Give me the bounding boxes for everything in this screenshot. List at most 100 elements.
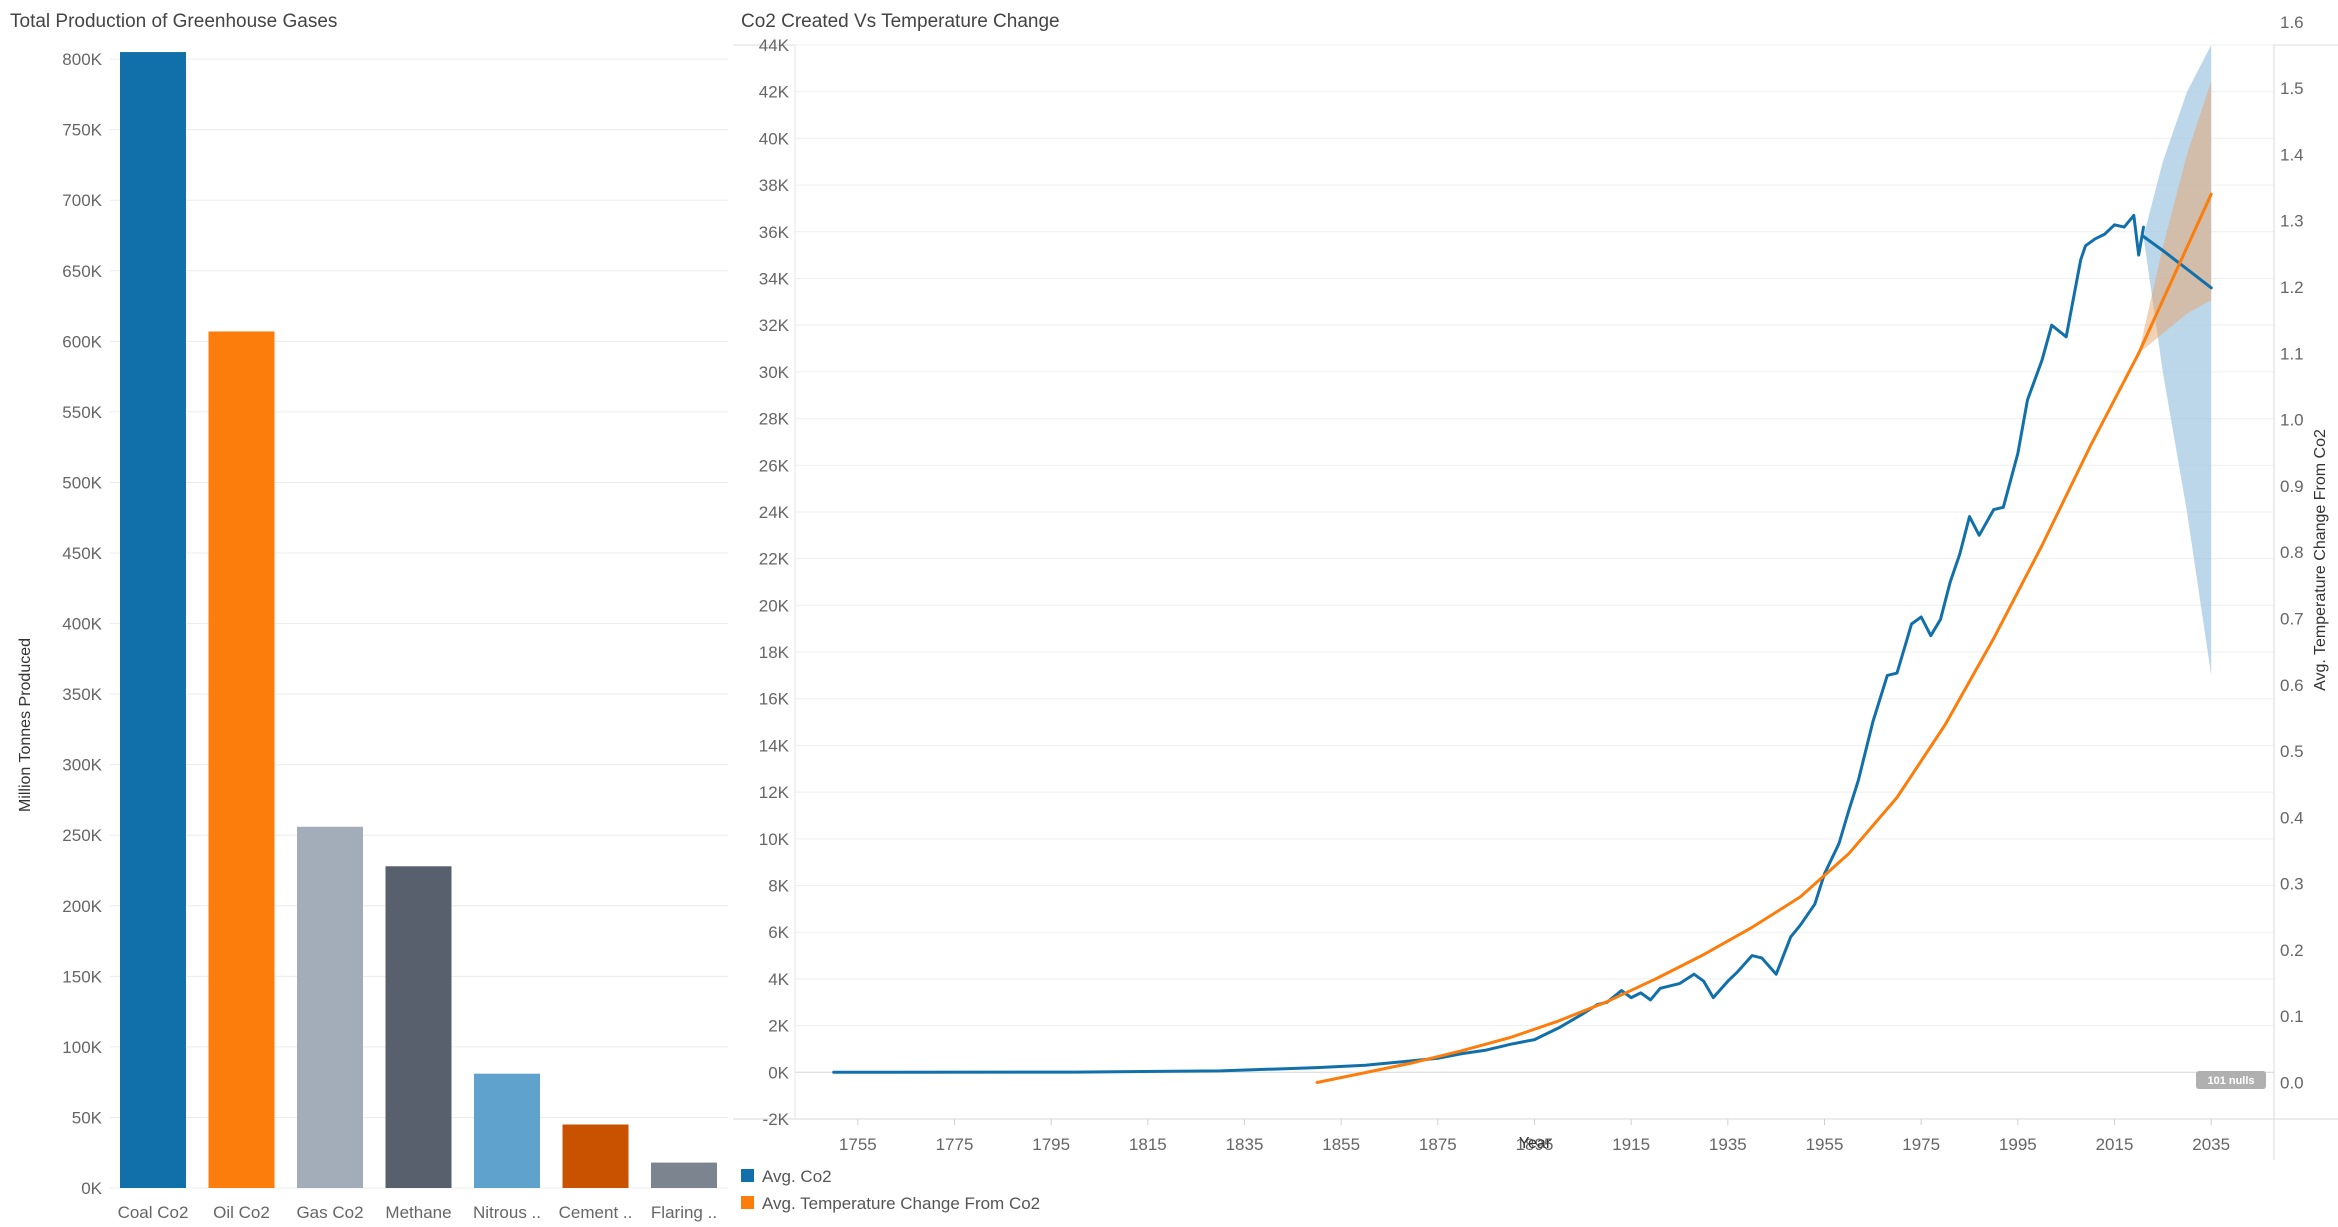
nulls-badge-background [2196,1071,2266,1089]
line-chart-title: Co2 Created Vs Temperature Change [741,11,1060,32]
line-right-y-tick-label: 0.2 [2280,941,2304,960]
line-left-y-tick-label: 28K [759,410,790,429]
line-left-y-tick-label: 40K [759,129,790,148]
bar-y-tick-label: 300K [62,756,102,775]
line-x-tick-label: 2015 [2096,1135,2134,1154]
line-left-y-tick-label: 44K [759,36,790,55]
line-left-y-tick-label: 20K [759,596,790,615]
nulls-badge[interactable]: 101 nulls [2196,1071,2266,1089]
line-right-y-tick-label: 0.9 [2280,477,2304,496]
line-chart-right-y-ticks: 0.0 0.1 0.2 0.3 0.4 0.5 0.6 0.7 0.8 0.9 1.0 1.1 1.2 1… [2280,13,2304,1093]
line-chart-right-axis-title: Avg. Temperature Change From Co2 [2312,429,2329,691]
bar-y-tick-label: 650K [62,262,102,281]
line-chart-series [832,192,2213,1084]
bar-y-tick-label: 100K [62,1038,102,1057]
bar-y-tick-label: 600K [62,332,102,351]
bar-x-tick-label: Coal Co2 [118,1203,189,1222]
line-left-y-tick-label: 2K [768,1017,789,1036]
line-left-y-tick-label: 30K [759,363,790,382]
bar-chart-y-axis-title: Million Tonnes Produced [17,638,34,812]
bar-y-tick-label: 250K [62,826,102,845]
legend-swatch [741,1196,754,1209]
line-x-tick-label: 2035 [2192,1135,2230,1154]
line-chart-x-axis-title: Year [1519,1135,1552,1152]
line-x-tick-label: 1795 [1032,1135,1070,1154]
legend-item[interactable]: Avg. Temperature Change From Co2 [741,1194,1040,1213]
line-left-y-tick-label: 18K [759,643,790,662]
bar-nitrous [474,1073,540,1188]
line-right-y-tick-label: 1.3 [2280,212,2304,231]
line-right-y-tick-label: 0.3 [2280,875,2304,894]
line-left-y-tick-label: 12K [759,783,790,802]
line-left-y-tick-label: 26K [759,456,790,475]
bar-y-tick-label: 800K [62,50,102,69]
line-left-y-tick-label: 38K [759,176,790,195]
line-right-y-tick-label: 0.5 [2280,742,2304,761]
line-chart-x-ticks: 1755 1775 1795 1815 1835 1855 1875 1895 1915 1935… [839,1119,2230,1154]
line-left-y-tick-label: -2K [763,1110,790,1129]
line-left-y-tick-label: 22K [759,550,790,569]
bar-cement [562,1124,629,1188]
line-right-y-tick-label: 0.1 [2280,1007,2304,1026]
line-x-tick-label: 1995 [1999,1135,2037,1154]
line-left-y-tick-label: 24K [759,503,790,522]
line-right-y-tick-label: 1.5 [2280,79,2304,98]
line-chart-legend: Avg. Co2 Avg. Temperature Change From Co2 [741,1167,1040,1213]
avg-co2-line [832,213,2145,1074]
bar-chart: Total Production of Greenhouse Gases 0K 5… [10,11,728,1222]
line-right-y-tick-label: 1.4 [2280,145,2304,164]
line-x-tick-label: 1935 [1709,1135,1747,1154]
line-right-y-tick-label: 0.6 [2280,676,2304,695]
line-right-y-tick-label: 1.6 [2280,13,2304,32]
bar-x-tick-label: Gas Co2 [296,1203,363,1222]
line-chart: Co2 Created Vs Temperature Change -2K 0K 2… [733,11,2338,1213]
line-right-y-tick-label: 0.4 [2280,808,2304,827]
bar-x-tick-label: Oil Co2 [213,1203,270,1222]
bar-x-tick-label: Flaring .. [651,1203,717,1222]
line-left-y-tick-label: 34K [759,269,790,288]
bar-flaring [651,1162,717,1188]
legend-item[interactable]: Avg. Co2 [741,1167,832,1186]
bar-oil-co2 [208,331,275,1188]
line-right-y-tick-label: 0.0 [2280,1074,2304,1093]
forecast-bands [2138,45,2212,676]
line-left-y-tick-label: 10K [759,830,790,849]
line-right-y-tick-label: 0.8 [2280,543,2304,562]
bar-coal-co2 [120,52,186,1189]
bar-chart-x-ticks: Coal Co2 Oil Co2 Gas Co2 Methane Nitrous .. C… [118,1203,718,1222]
bar-y-tick-label: 550K [62,403,102,422]
bar-y-tick-label: 450K [62,544,102,563]
bar-y-tick-label: 50K [72,1108,103,1127]
legend-swatch [741,1169,754,1182]
bar-gas-co2 [297,826,363,1188]
line-right-y-tick-label: 0.7 [2280,609,2304,628]
line-x-tick-label: 1875 [1419,1135,1457,1154]
avg-temperature-change-from-co2-forecast-band [2138,81,2212,354]
line-right-y-tick-label: 1.0 [2280,411,2304,430]
line-x-tick-label: 1755 [839,1135,877,1154]
line-x-tick-label: 1955 [1806,1135,1844,1154]
line-x-tick-label: 1975 [1902,1135,1940,1154]
bar-y-tick-label: 700K [62,191,102,210]
bar-methane [385,866,452,1188]
bar-y-tick-label: 750K [62,121,102,140]
line-right-y-tick-label: 1.2 [2280,278,2304,297]
avg-temperature-change-from-co2-forecast-line [2137,192,2213,355]
bar-y-tick-label: 150K [62,967,102,986]
line-x-tick-label: 1855 [1322,1135,1360,1154]
avg-co2-forecast-line [2142,235,2213,290]
bar-chart-bars [120,52,717,1189]
legend-label: Avg. Temperature Change From Co2 [762,1194,1040,1213]
bar-chart-title: Total Production of Greenhouse Gases [10,11,337,32]
bar-y-tick-label: 350K [62,685,102,704]
bar-x-tick-label: Methane [385,1203,451,1222]
line-chart-left-y-ticks: -2K 0K 2K 4K 6K 8K 10K 12K 14K 16K 18K 20K 22K 24K 26K… [759,36,790,1129]
line-x-tick-label: 1775 [936,1135,974,1154]
line-left-y-tick-label: 16K [759,690,790,709]
avg-temperature-change-from-co2-line [1315,351,2141,1084]
line-left-y-tick-label: 6K [768,923,789,942]
bar-x-tick-label: Nitrous .. [473,1203,541,1222]
line-x-tick-label: 1815 [1129,1135,1167,1154]
line-x-tick-label: 1835 [1226,1135,1264,1154]
